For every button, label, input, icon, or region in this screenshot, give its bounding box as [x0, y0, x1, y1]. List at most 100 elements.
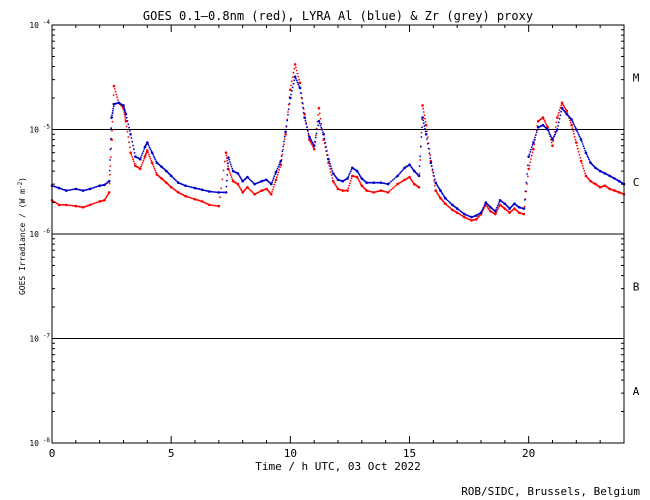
data-point: [110, 116, 113, 119]
data-point: [325, 145, 327, 148]
data-point: [70, 188, 72, 191]
data-point: [283, 138, 286, 141]
data-point: [577, 147, 579, 150]
data-point: [324, 141, 327, 144]
data-point: [334, 184, 337, 187]
data-point: [564, 107, 567, 110]
data-point: [142, 159, 145, 162]
data-point: [210, 204, 212, 207]
data-point: [577, 132, 579, 134]
data-point: [107, 191, 111, 194]
data-point: [300, 96, 303, 99]
data-point: [107, 179, 111, 183]
data-point: [140, 165, 142, 168]
data-point: [90, 203, 93, 206]
data-point: [390, 188, 393, 191]
data-point: [551, 144, 554, 147]
data-point: [229, 172, 231, 174]
data-point: [92, 202, 95, 205]
data-point: [109, 156, 112, 159]
data-point: [309, 137, 312, 140]
data-point: [435, 191, 438, 193]
data-point: [291, 80, 293, 83]
data-point: [276, 167, 279, 170]
data-point: [429, 157, 432, 160]
data-point: [388, 181, 391, 184]
data-point: [548, 132, 551, 134]
data-point: [124, 112, 128, 116]
data-point: [152, 163, 154, 166]
data-point: [573, 133, 575, 135]
data-point: [117, 99, 119, 101]
data-point: [497, 207, 500, 209]
data-point: [527, 167, 530, 171]
data-point: [544, 121, 547, 124]
data-point: [424, 121, 427, 123]
data-point: [395, 176, 397, 179]
data-point: [111, 114, 113, 117]
data-point: [541, 116, 545, 119]
data-point: [530, 146, 533, 149]
data-point: [358, 180, 361, 183]
data-point: [131, 156, 134, 158]
data-point: [148, 146, 151, 149]
y-tick-label: 10: [29, 335, 39, 344]
data-point: [295, 79, 298, 82]
data-point: [531, 151, 534, 154]
data-point: [395, 184, 397, 187]
data-point: [104, 198, 107, 200]
data-point: [225, 185, 228, 188]
data-point: [432, 171, 435, 174]
flare-class-label: A: [633, 385, 640, 398]
data-point: [131, 140, 134, 143]
data-point: [424, 133, 428, 136]
data-point: [417, 186, 421, 189]
data-point: [570, 123, 573, 127]
data-point: [133, 152, 136, 154]
data-point: [424, 117, 426, 120]
data-point: [94, 186, 96, 189]
data-point: [310, 140, 313, 143]
data-point: [447, 200, 450, 203]
data-point: [310, 138, 312, 141]
data-point: [498, 201, 501, 204]
data-point: [560, 110, 563, 113]
data-point: [282, 148, 285, 151]
data-point: [143, 148, 146, 150]
data-point: [426, 138, 428, 140]
data-point: [71, 188, 74, 191]
data-point: [271, 191, 273, 193]
data-point: [552, 137, 555, 139]
data-point: [299, 92, 302, 94]
data-point: [314, 134, 317, 137]
data-point: [141, 152, 144, 155]
data-point: [148, 155, 151, 158]
y-tick-label-exponent: -5: [43, 124, 51, 131]
data-point: [248, 178, 251, 181]
data-point: [150, 161, 154, 165]
data-point: [575, 128, 578, 131]
data-point: [229, 161, 231, 163]
data-point: [223, 160, 226, 163]
data-point: [531, 144, 534, 146]
data-point: [555, 121, 558, 124]
data-point: [547, 130, 550, 133]
data-point: [67, 204, 69, 207]
data-point: [349, 170, 352, 173]
data-point: [129, 146, 131, 149]
flare-class-label: M: [633, 71, 640, 84]
data-point: [359, 181, 362, 184]
y-axis-label: GOES Irradiance / (W m-2): [17, 177, 27, 295]
data-point: [326, 154, 329, 156]
data-point: [239, 187, 242, 190]
data-point: [581, 140, 583, 143]
data-point: [583, 170, 586, 172]
data-point: [95, 201, 98, 204]
data-point: [274, 178, 278, 182]
data-point: [535, 131, 538, 134]
data-point: [132, 158, 134, 161]
data-point: [438, 187, 440, 189]
data-point: [240, 188, 243, 191]
data-point: [545, 123, 547, 125]
data-point: [574, 138, 577, 141]
